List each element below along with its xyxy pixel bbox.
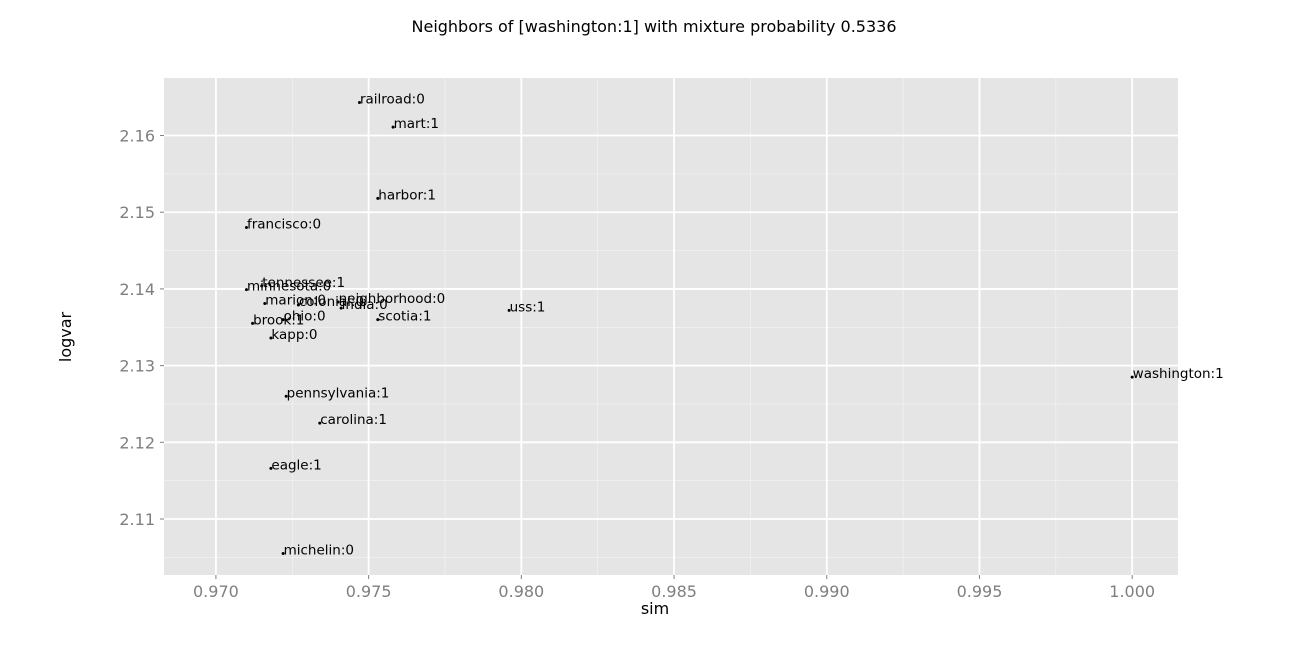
data-point — [296, 303, 300, 307]
data-point — [391, 125, 395, 129]
data-point — [251, 321, 255, 325]
point-label: railroad:0 — [360, 92, 425, 108]
point-label: india:0 — [342, 297, 388, 313]
data-point — [376, 196, 380, 200]
data-point — [1130, 375, 1134, 379]
point-label: pennsylvania:1 — [287, 385, 390, 401]
point-label: francisco:0 — [247, 217, 321, 233]
x-tick-labels: 0.970 0.975 0.980 0.985 0.990 0.995 1.000 — [193, 582, 1155, 601]
data-point — [357, 101, 361, 105]
plot-panel — [164, 78, 1178, 575]
chart-title: Neighbors of [washington:1] with mixture… — [412, 17, 897, 36]
x-tick-label: 0.975 — [346, 582, 392, 601]
point-labels: railroad:0 mart:1 harbor:1 francisco:0 tenne… — [247, 92, 1224, 559]
data-point — [244, 288, 248, 292]
point-label: carolina:1 — [320, 412, 387, 428]
point-label: marion:0 — [265, 292, 326, 308]
point-label: kapp:0 — [271, 327, 317, 343]
data-point — [318, 421, 322, 425]
point-label: colonial:0 — [299, 294, 364, 310]
data-point — [284, 394, 288, 398]
data-points — [244, 101, 1134, 556]
data-point — [269, 466, 273, 470]
axis-ticks — [160, 135, 1133, 579]
y-tick-label: 2.13 — [119, 357, 155, 376]
y-tick-label: 2.11 — [119, 510, 155, 529]
point-label: eagle:1 — [271, 457, 321, 473]
data-point — [260, 284, 264, 288]
x-tick-label: 0.990 — [804, 582, 850, 601]
data-point — [269, 336, 273, 340]
minor-gridlines — [164, 78, 1178, 575]
data-point — [336, 300, 340, 304]
x-tick-label: 0.985 — [651, 582, 697, 601]
data-point — [281, 552, 285, 556]
point-label: harbor:1 — [378, 187, 436, 203]
y-axis-title: logvar — [56, 311, 75, 362]
y-tick-label: 2.14 — [119, 280, 155, 299]
data-point — [281, 318, 285, 322]
major-gridlines — [164, 78, 1178, 575]
point-label: mart:1 — [394, 116, 439, 132]
y-tick-labels: 2.11 2.12 2.13 2.14 2.15 2.16 — [119, 127, 155, 529]
x-tick-label: 0.980 — [498, 582, 544, 601]
point-label: uss:1 — [510, 299, 546, 315]
point-label: ohio:0 — [284, 309, 326, 325]
x-axis-title: sim — [641, 599, 669, 618]
data-point — [339, 306, 343, 310]
data-point — [244, 226, 248, 230]
point-label: washington:1 — [1133, 366, 1224, 382]
point-label: minnesota:0 — [247, 279, 331, 295]
y-tick-label: 2.12 — [119, 433, 155, 452]
data-point — [507, 308, 511, 312]
point-label: brook:1 — [253, 312, 304, 328]
data-point — [376, 318, 380, 322]
y-tick-label: 2.16 — [119, 127, 155, 146]
x-tick-label: 1.000 — [1109, 582, 1155, 601]
x-tick-label: 0.970 — [193, 582, 239, 601]
point-label: tennessee:1 — [262, 275, 345, 291]
y-tick-label: 2.15 — [119, 203, 155, 222]
point-label: michelin:0 — [284, 543, 354, 559]
point-label: scotia:1 — [378, 309, 431, 325]
data-point — [263, 301, 267, 305]
point-label: neighborhood:0 — [339, 291, 446, 307]
x-tick-label: 0.995 — [957, 582, 1003, 601]
